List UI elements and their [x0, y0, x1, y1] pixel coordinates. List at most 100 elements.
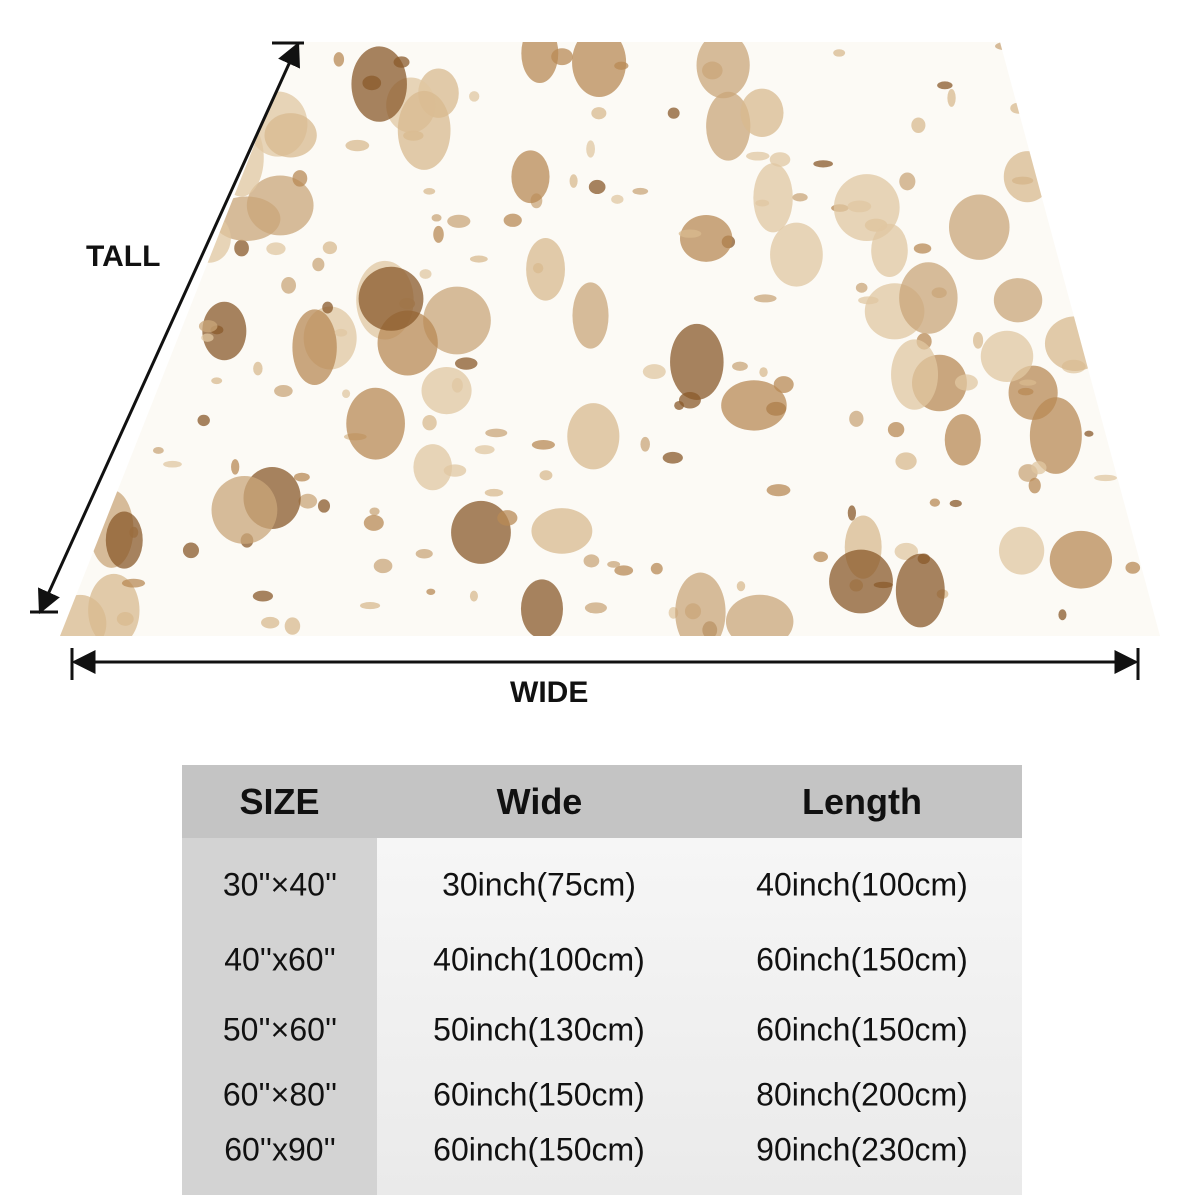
dimension-cell: 40inch(100cm) [756, 866, 968, 903]
pattern-motif [274, 385, 293, 397]
pattern-motif [1080, 150, 1101, 158]
pattern-motif [60, 530, 72, 545]
pattern-motif [433, 225, 444, 243]
pattern-motif [1068, 89, 1090, 100]
pattern-motif [147, 311, 168, 330]
pattern-motif [670, 323, 724, 400]
pattern-motif [60, 324, 96, 400]
dimension-cell: 60inch(150cm) [433, 1131, 645, 1168]
pattern-motif [947, 89, 956, 107]
pattern-motif [1044, 173, 1056, 188]
pattern-motif [317, 499, 331, 513]
pattern-motif [163, 460, 182, 468]
pattern-motif [292, 170, 308, 187]
pattern-motif [1029, 397, 1082, 474]
pattern-motif [847, 200, 872, 213]
pattern-motif [766, 484, 791, 497]
pattern-motif [397, 90, 451, 170]
pattern-motif [913, 243, 932, 254]
pattern-motif [152, 447, 164, 454]
pattern-motif [180, 107, 203, 124]
pattern-motif [569, 174, 578, 188]
pattern-motif [103, 55, 116, 72]
pattern-motif [584, 602, 607, 614]
pattern-motif [94, 132, 141, 178]
pattern-motif [813, 160, 833, 168]
pattern-motif [539, 470, 553, 481]
pattern-motif [995, 42, 1017, 51]
pattern-motif [855, 282, 868, 293]
pattern-motif [1135, 519, 1154, 532]
pattern-motif [679, 215, 733, 262]
pattern-motif [369, 507, 380, 516]
dimension-cell: 80inch(200cm) [756, 1076, 968, 1113]
pattern-motif [847, 505, 857, 521]
pattern-motif [684, 603, 702, 620]
pattern-motif [426, 588, 436, 595]
pattern-motif [1148, 516, 1160, 525]
dimension-cell: 30inch(75cm) [442, 866, 636, 903]
pattern-motif [36, 223, 49, 239]
size-cell: 60''x90'' [224, 1131, 336, 1168]
pattern-motif [121, 578, 146, 588]
pattern-motif [531, 508, 593, 554]
pattern-motif [871, 223, 908, 278]
pattern-motif [1084, 430, 1094, 437]
pattern-motif [111, 197, 123, 214]
pattern-motif [678, 229, 702, 238]
pattern-motif [948, 194, 1010, 260]
pattern-motif [342, 389, 351, 399]
pattern-motif [120, 332, 133, 347]
header-cell: Wide [377, 765, 702, 838]
pattern-motif [334, 328, 348, 337]
pattern-motif [261, 616, 280, 629]
pattern-motif [61, 75, 82, 87]
pattern-motif [833, 49, 846, 57]
pattern-motif [1099, 262, 1123, 279]
pattern-motif [1125, 561, 1141, 574]
pattern-motif [345, 139, 370, 152]
dimension-cell: 60inch(150cm) [756, 1011, 968, 1048]
pattern-motif [588, 179, 606, 195]
pattern-motif [895, 553, 945, 628]
size-cell: 40''x60'' [224, 941, 336, 978]
pattern-motif [929, 498, 941, 507]
pattern-motif [1010, 102, 1027, 114]
pattern-motif [322, 301, 333, 314]
pattern-motif [650, 562, 663, 575]
pattern-motif [151, 114, 171, 131]
pattern-motif [732, 361, 748, 371]
pattern-motif [521, 42, 559, 83]
pattern-motif [503, 213, 522, 227]
pattern-motif [858, 296, 879, 305]
pattern-motif [667, 107, 680, 119]
pattern-motif [181, 245, 197, 258]
pattern-motif [211, 475, 278, 544]
dimension-cell: 40inch(100cm) [433, 941, 645, 978]
pattern-motif [899, 262, 958, 334]
pattern-motif [109, 276, 122, 283]
pattern-motif [469, 255, 488, 263]
header-cell: SIZE [182, 765, 377, 838]
header-cell: Length [702, 765, 1022, 838]
pattern-motif [899, 172, 916, 191]
pattern-motif [447, 214, 471, 228]
pattern-motif [1130, 273, 1142, 285]
pattern-motif [1019, 379, 1037, 386]
pattern-motif [485, 428, 508, 438]
pattern-motif [152, 278, 165, 290]
pattern-motif [662, 451, 683, 464]
pattern-motif [1054, 155, 1119, 217]
pattern-motif [753, 163, 793, 233]
pattern-motif [1094, 474, 1118, 482]
pattern-motif [346, 387, 405, 460]
pattern-motif [474, 445, 495, 455]
pattern-motif [937, 81, 953, 90]
pattern-motif [531, 439, 555, 450]
pattern-motif [1044, 316, 1106, 371]
pattern-motif [105, 511, 143, 569]
pattern-motif [141, 70, 163, 89]
pattern-motif [322, 241, 338, 255]
pattern-motif [484, 488, 504, 497]
pattern-motif [696, 42, 750, 99]
